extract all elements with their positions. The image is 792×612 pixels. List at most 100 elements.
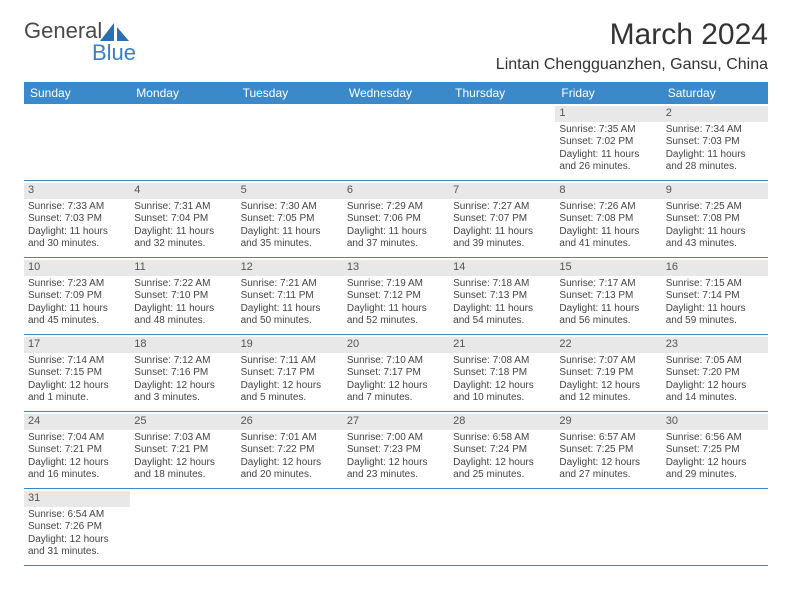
week-row: 17Sunrise: 7:14 AMSunset: 7:15 PMDayligh…	[24, 335, 768, 412]
daylight-text: Daylight: 11 hours	[241, 303, 339, 316]
daylight-text: and 23 minutes.	[347, 469, 445, 482]
calendar-cell	[662, 489, 768, 565]
sunset-text: Sunset: 7:26 PM	[28, 521, 126, 534]
calendar-cell	[237, 104, 343, 180]
week-row: 31Sunrise: 6:54 AMSunset: 7:26 PMDayligh…	[24, 489, 768, 566]
daylight-text: Daylight: 11 hours	[559, 149, 657, 162]
daylight-text: Daylight: 11 hours	[559, 303, 657, 316]
calendar-cell: 23Sunrise: 7:05 AMSunset: 7:20 PMDayligh…	[662, 335, 768, 411]
daylight-text: and 14 minutes.	[666, 392, 764, 405]
daylight-text: and 50 minutes.	[241, 315, 339, 328]
calendar-cell: 21Sunrise: 7:08 AMSunset: 7:18 PMDayligh…	[449, 335, 555, 411]
logo: General Blue	[24, 18, 129, 44]
day-number: 22	[555, 337, 661, 353]
daylight-text: and 12 minutes.	[559, 392, 657, 405]
daylight-text: and 37 minutes.	[347, 238, 445, 251]
calendar-cell: 7Sunrise: 7:27 AMSunset: 7:07 PMDaylight…	[449, 181, 555, 257]
sunset-text: Sunset: 7:25 PM	[559, 444, 657, 457]
sunset-text: Sunset: 7:19 PM	[559, 367, 657, 380]
sunrise-text: Sunrise: 7:33 AM	[28, 201, 126, 214]
daylight-text: Daylight: 11 hours	[666, 226, 764, 239]
sunset-text: Sunset: 7:21 PM	[28, 444, 126, 457]
logo-sail-icon	[100, 23, 114, 41]
sunrise-text: Sunrise: 7:35 AM	[559, 124, 657, 137]
daylight-text: Daylight: 12 hours	[28, 457, 126, 470]
day-number: 30	[662, 414, 768, 430]
day-number: 16	[662, 260, 768, 276]
sunrise-text: Sunrise: 7:29 AM	[347, 201, 445, 214]
sunset-text: Sunset: 7:11 PM	[241, 290, 339, 303]
daylight-text: and 43 minutes.	[666, 238, 764, 251]
sunset-text: Sunset: 7:03 PM	[28, 213, 126, 226]
sunrise-text: Sunrise: 7:22 AM	[134, 278, 232, 291]
daylight-text: Daylight: 11 hours	[241, 226, 339, 239]
daylight-text: and 16 minutes.	[28, 469, 126, 482]
day-number: 12	[237, 260, 343, 276]
daylight-text: Daylight: 11 hours	[666, 149, 764, 162]
day-number: 4	[130, 183, 236, 199]
calendar-cell	[449, 104, 555, 180]
daylight-text: Daylight: 12 hours	[241, 457, 339, 470]
sunrise-text: Sunrise: 7:19 AM	[347, 278, 445, 291]
day-number: 13	[343, 260, 449, 276]
daylight-text: Daylight: 11 hours	[28, 303, 126, 316]
weeks-container: 1Sunrise: 7:35 AMSunset: 7:02 PMDaylight…	[24, 104, 768, 566]
sunrise-text: Sunrise: 6:54 AM	[28, 509, 126, 522]
daylight-text: and 48 minutes.	[134, 315, 232, 328]
daylight-text: and 59 minutes.	[666, 315, 764, 328]
calendar-cell: 2Sunrise: 7:34 AMSunset: 7:03 PMDaylight…	[662, 104, 768, 180]
calendar-cell: 25Sunrise: 7:03 AMSunset: 7:21 PMDayligh…	[130, 412, 236, 488]
daylight-text: Daylight: 11 hours	[347, 226, 445, 239]
sunset-text: Sunset: 7:24 PM	[453, 444, 551, 457]
sunrise-text: Sunrise: 7:23 AM	[28, 278, 126, 291]
daylight-text: and 28 minutes.	[666, 161, 764, 174]
calendar-cell: 8Sunrise: 7:26 AMSunset: 7:08 PMDaylight…	[555, 181, 661, 257]
day-number: 8	[555, 183, 661, 199]
calendar-cell	[130, 104, 236, 180]
sunrise-text: Sunrise: 7:05 AM	[666, 355, 764, 368]
sunset-text: Sunset: 7:09 PM	[28, 290, 126, 303]
sunrise-text: Sunrise: 7:10 AM	[347, 355, 445, 368]
daylight-text: Daylight: 11 hours	[134, 226, 232, 239]
sunset-text: Sunset: 7:04 PM	[134, 213, 232, 226]
location: Lintan Chengguanzhen, Gansu, China	[496, 56, 768, 74]
sunset-text: Sunset: 7:25 PM	[666, 444, 764, 457]
sunrise-text: Sunrise: 7:03 AM	[134, 432, 232, 445]
day-number: 11	[130, 260, 236, 276]
sunset-text: Sunset: 7:03 PM	[666, 136, 764, 149]
calendar-cell	[555, 489, 661, 565]
sunrise-text: Sunrise: 7:31 AM	[134, 201, 232, 214]
sunset-text: Sunset: 7:17 PM	[241, 367, 339, 380]
daylight-text: and 7 minutes.	[347, 392, 445, 405]
daylight-text: and 35 minutes.	[241, 238, 339, 251]
calendar-cell: 14Sunrise: 7:18 AMSunset: 7:13 PMDayligh…	[449, 258, 555, 334]
daylight-text: Daylight: 12 hours	[28, 380, 126, 393]
calendar: Sunday Monday Tuesday Wednesday Thursday…	[24, 82, 768, 566]
daylight-text: Daylight: 12 hours	[453, 457, 551, 470]
calendar-cell: 15Sunrise: 7:17 AMSunset: 7:13 PMDayligh…	[555, 258, 661, 334]
day-header-thu: Thursday	[449, 82, 555, 104]
calendar-cell	[130, 489, 236, 565]
calendar-cell	[449, 489, 555, 565]
daylight-text: and 26 minutes.	[559, 161, 657, 174]
daylight-text: Daylight: 11 hours	[134, 303, 232, 316]
day-number: 3	[24, 183, 130, 199]
sunrise-text: Sunrise: 7:26 AM	[559, 201, 657, 214]
daylight-text: and 25 minutes.	[453, 469, 551, 482]
sunset-text: Sunset: 7:08 PM	[559, 213, 657, 226]
daylight-text: Daylight: 12 hours	[666, 380, 764, 393]
sunrise-text: Sunrise: 7:34 AM	[666, 124, 764, 137]
calendar-cell: 17Sunrise: 7:14 AMSunset: 7:15 PMDayligh…	[24, 335, 130, 411]
sunset-text: Sunset: 7:02 PM	[559, 136, 657, 149]
month-title: March 2024	[496, 18, 768, 52]
day-number: 31	[24, 491, 130, 507]
day-number: 18	[130, 337, 236, 353]
daylight-text: and 20 minutes.	[241, 469, 339, 482]
day-number: 20	[343, 337, 449, 353]
sunrise-text: Sunrise: 6:56 AM	[666, 432, 764, 445]
daylight-text: Daylight: 12 hours	[241, 380, 339, 393]
sunrise-text: Sunrise: 7:04 AM	[28, 432, 126, 445]
calendar-cell: 13Sunrise: 7:19 AMSunset: 7:12 PMDayligh…	[343, 258, 449, 334]
sunset-text: Sunset: 7:21 PM	[134, 444, 232, 457]
day-header-mon: Monday	[130, 82, 236, 104]
